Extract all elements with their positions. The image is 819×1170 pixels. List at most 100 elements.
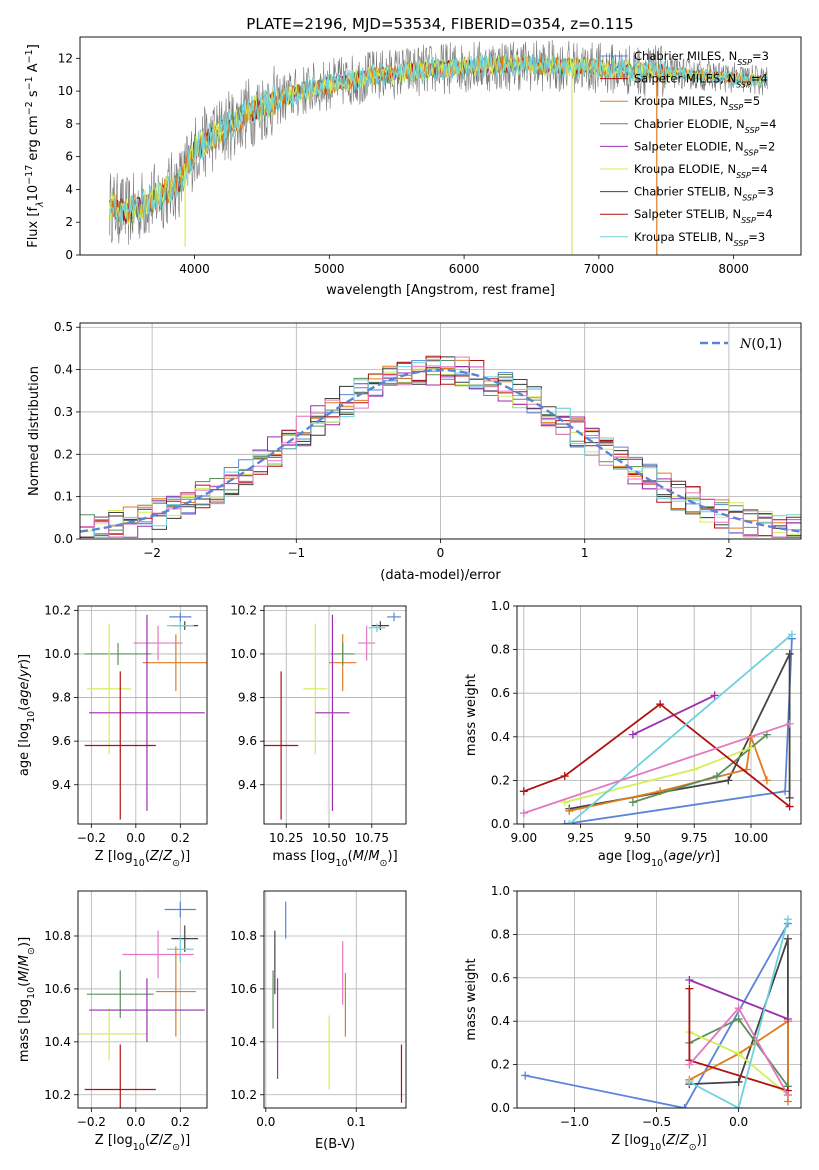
ebv-xlabel: E(B-V) <box>315 1137 355 1152</box>
residuals-ytick-label: 0.5 <box>54 320 73 334</box>
weight_vs_Z-series-line <box>525 923 789 1108</box>
spectrum-content <box>109 39 768 255</box>
residuals-xtick-label: 0 <box>437 546 445 560</box>
age_vs_Z-xlabel: Z [log10(Z/Z⊙)] <box>95 849 190 869</box>
mass_vs_ebv-ytick-label: 10.6 <box>230 982 257 996</box>
weight_vs_age-ytick-label: 0.6 <box>491 686 510 700</box>
weight_vs_age-point-marker <box>785 649 794 658</box>
residuals-ytick-label: 0.4 <box>54 363 73 377</box>
age_vs_mass-ytick-label: 10.0 <box>230 647 257 661</box>
mass_vs_Z-xlabel: Z [log10(Z/Z⊙)] <box>95 1133 190 1153</box>
residuals-ytick-label: 0.2 <box>54 447 73 461</box>
weight_vs_Z-point-marker <box>734 1015 743 1024</box>
weight_vs_Z-plot-area <box>517 891 801 1108</box>
weight_vs_Z-ytick-label: 1.0 <box>491 884 510 898</box>
weight_vs_age-xtick-label: 9.25 <box>567 831 594 845</box>
mass_vs_Z-xtick-label: 0.2 <box>171 1115 190 1129</box>
weight_vs_age-point-marker <box>519 809 528 818</box>
weight_vs_age-ytick-label: 0.2 <box>491 773 510 787</box>
age_vs_mass-ytick-label: 10.2 <box>230 603 257 617</box>
age_vs_Z-ytick-label: 10.2 <box>44 603 71 617</box>
weight_vs_age-ylabel: mass weight <box>464 674 479 756</box>
mass_vs_Z-plot-area <box>78 891 207 1108</box>
weight_vs_age-ytick-label: 1.0 <box>491 599 510 613</box>
spectrum-ytick-label: 4 <box>65 182 73 196</box>
age_vs_Z-content <box>84 612 207 820</box>
spectrum-legend-label: Kroupa STELIB, NSSP=3 <box>634 230 765 248</box>
weight_vs_Z-point-marker <box>734 1077 743 1086</box>
residuals-content <box>80 355 801 538</box>
weight_vs_age-xlabel: age [log10(age/yr)] <box>598 849 720 869</box>
mass_vs_Z-xtick-label: −0.2 <box>77 1115 106 1129</box>
spectrum-xtick-label: 4000 <box>179 262 210 276</box>
axes-frame <box>516 605 802 825</box>
age_vs_mass-xtick-label: 10.25 <box>269 831 303 845</box>
weight_vs_Z-point-marker <box>685 975 694 984</box>
mass_vs_Z-ytick-label: 10.6 <box>44 982 71 996</box>
age_vs_mass-xlabel: mass [log10(M/M⊙)] <box>272 849 397 869</box>
axes-frame <box>77 605 208 825</box>
weight_vs_Z-point-marker <box>783 934 792 943</box>
histogram-step-line <box>80 359 801 538</box>
spectrum-model-line <box>109 53 768 225</box>
age_vs_Z-xtick-label: 0.2 <box>171 831 190 845</box>
residuals-xtick-label: −1 <box>287 546 305 560</box>
weight_vs_age-plot-area <box>517 606 801 824</box>
weight_vs_Z-point-marker <box>734 1049 743 1058</box>
age_vs_Z-ytick-label: 9.8 <box>52 691 71 705</box>
weight_vs_age-point-marker <box>785 802 794 811</box>
age_vs_mass-ytick-label: 9.4 <box>238 778 257 792</box>
weight_vs_age-point-marker <box>628 798 637 807</box>
age_vs_Z-axes: −0.2 0.0 0.2 9.4 9.6 9.8 10.0 10.2 Z [log10(Z/Z⊙… <box>17 603 208 869</box>
weight_vs_age-point-marker <box>785 719 794 728</box>
weight_vs_age-point-marker <box>785 793 794 802</box>
mass_vs_Z-ytick-label: 10.2 <box>44 1088 71 1102</box>
weight_vs_Z-series-line <box>689 979 789 1020</box>
weight_vs_age-content <box>519 630 796 824</box>
weight_vs_age-point-marker <box>747 743 756 752</box>
weight_vs_age-point-marker <box>565 820 574 824</box>
spectrum-ytick-label: 6 <box>65 150 73 164</box>
spectrum-ytick-label: 0 <box>65 248 73 262</box>
weight_vs_Z-point-marker <box>734 1104 743 1108</box>
weight_vs_Z-xtick-label: −0.5 <box>642 1115 671 1129</box>
mass_vs_ebv-axes: 0.0 0.1 10.2 10.4 10.6 10.8 E(B-V) <box>230 890 407 1152</box>
weight_vs_Z-xtick-label: −1.0 <box>560 1115 589 1129</box>
spectrum-xtick-label: 7000 <box>584 262 615 276</box>
mass_vs_ebv-ytick-label: 10.2 <box>230 1088 257 1102</box>
spectrum-legend-label: Kroupa MILES, NSSP=5 <box>634 94 760 112</box>
axes-frame <box>263 890 407 1109</box>
weight_vs_age-point-marker <box>628 730 637 739</box>
weight_vs_age-series-line <box>523 702 791 808</box>
age_vs_Z-ylabel: age [log10(age/yr)] <box>17 654 37 776</box>
weight_vs_Z-point-marker <box>783 1015 792 1024</box>
mass_vs_ebv-content <box>272 901 403 1103</box>
age_vs_Z-ytick-label: 10.0 <box>44 647 71 661</box>
weight_vs_Z-point-marker <box>685 1077 694 1086</box>
spectrum-legend-label: Salpeter ELODIE, NSSP=2 <box>634 139 775 157</box>
weight_vs_age-point-marker <box>656 700 665 709</box>
weight_vs_age-series-line <box>568 633 793 824</box>
spectrum-ylabel: Flux [fλ10−17 erg cm−2 s−1 A−1] <box>24 44 46 248</box>
weight_vs_Z-ytick-label: 0.0 <box>491 1101 510 1115</box>
weight_vs_age-xtick-label: 10.00 <box>734 831 768 845</box>
weight_vs_Z-content <box>521 915 792 1108</box>
residuals-axes: −2 −1 0 1 2 0.0 0.1 0.2 0.3 0.4 0.5 (data-model)/er… <box>27 320 802 583</box>
weight_vs_Z-point-marker <box>734 1004 743 1013</box>
age_vs_mass-axes: 10.25 10.50 10.75 9.4 9.6 9.8 10.0 10.2 mass [lo… <box>230 603 407 869</box>
residuals-ylabel: Normed distribution <box>27 366 42 496</box>
spectrum-xtick-label: 5000 <box>314 262 345 276</box>
weight_vs_Z-xtick-label: 0.0 <box>729 1115 748 1129</box>
age_vs_mass-ytick-label: 9.8 <box>238 691 257 705</box>
age_vs_Z-ytick-label: 9.4 <box>52 778 71 792</box>
weight_vs_Z-ytick-label: 0.2 <box>491 1058 510 1072</box>
mass_vs_Z-ytick-label: 10.4 <box>44 1035 71 1049</box>
weight_vs_Z-point-marker <box>685 1060 694 1069</box>
weight_vs_Z-point-marker <box>783 915 792 924</box>
weight_vs_Z-xlabel: Z [log10(Z/Z⊙)] <box>611 1133 706 1153</box>
spectrum-legend-label: Chabrier STELIB, NSSP=3 <box>634 185 774 203</box>
axes-frame <box>79 36 802 256</box>
weight_vs_age-xtick-label: 9.75 <box>681 831 708 845</box>
mass_vs_ebv-ytick-label: 10.8 <box>230 929 257 943</box>
